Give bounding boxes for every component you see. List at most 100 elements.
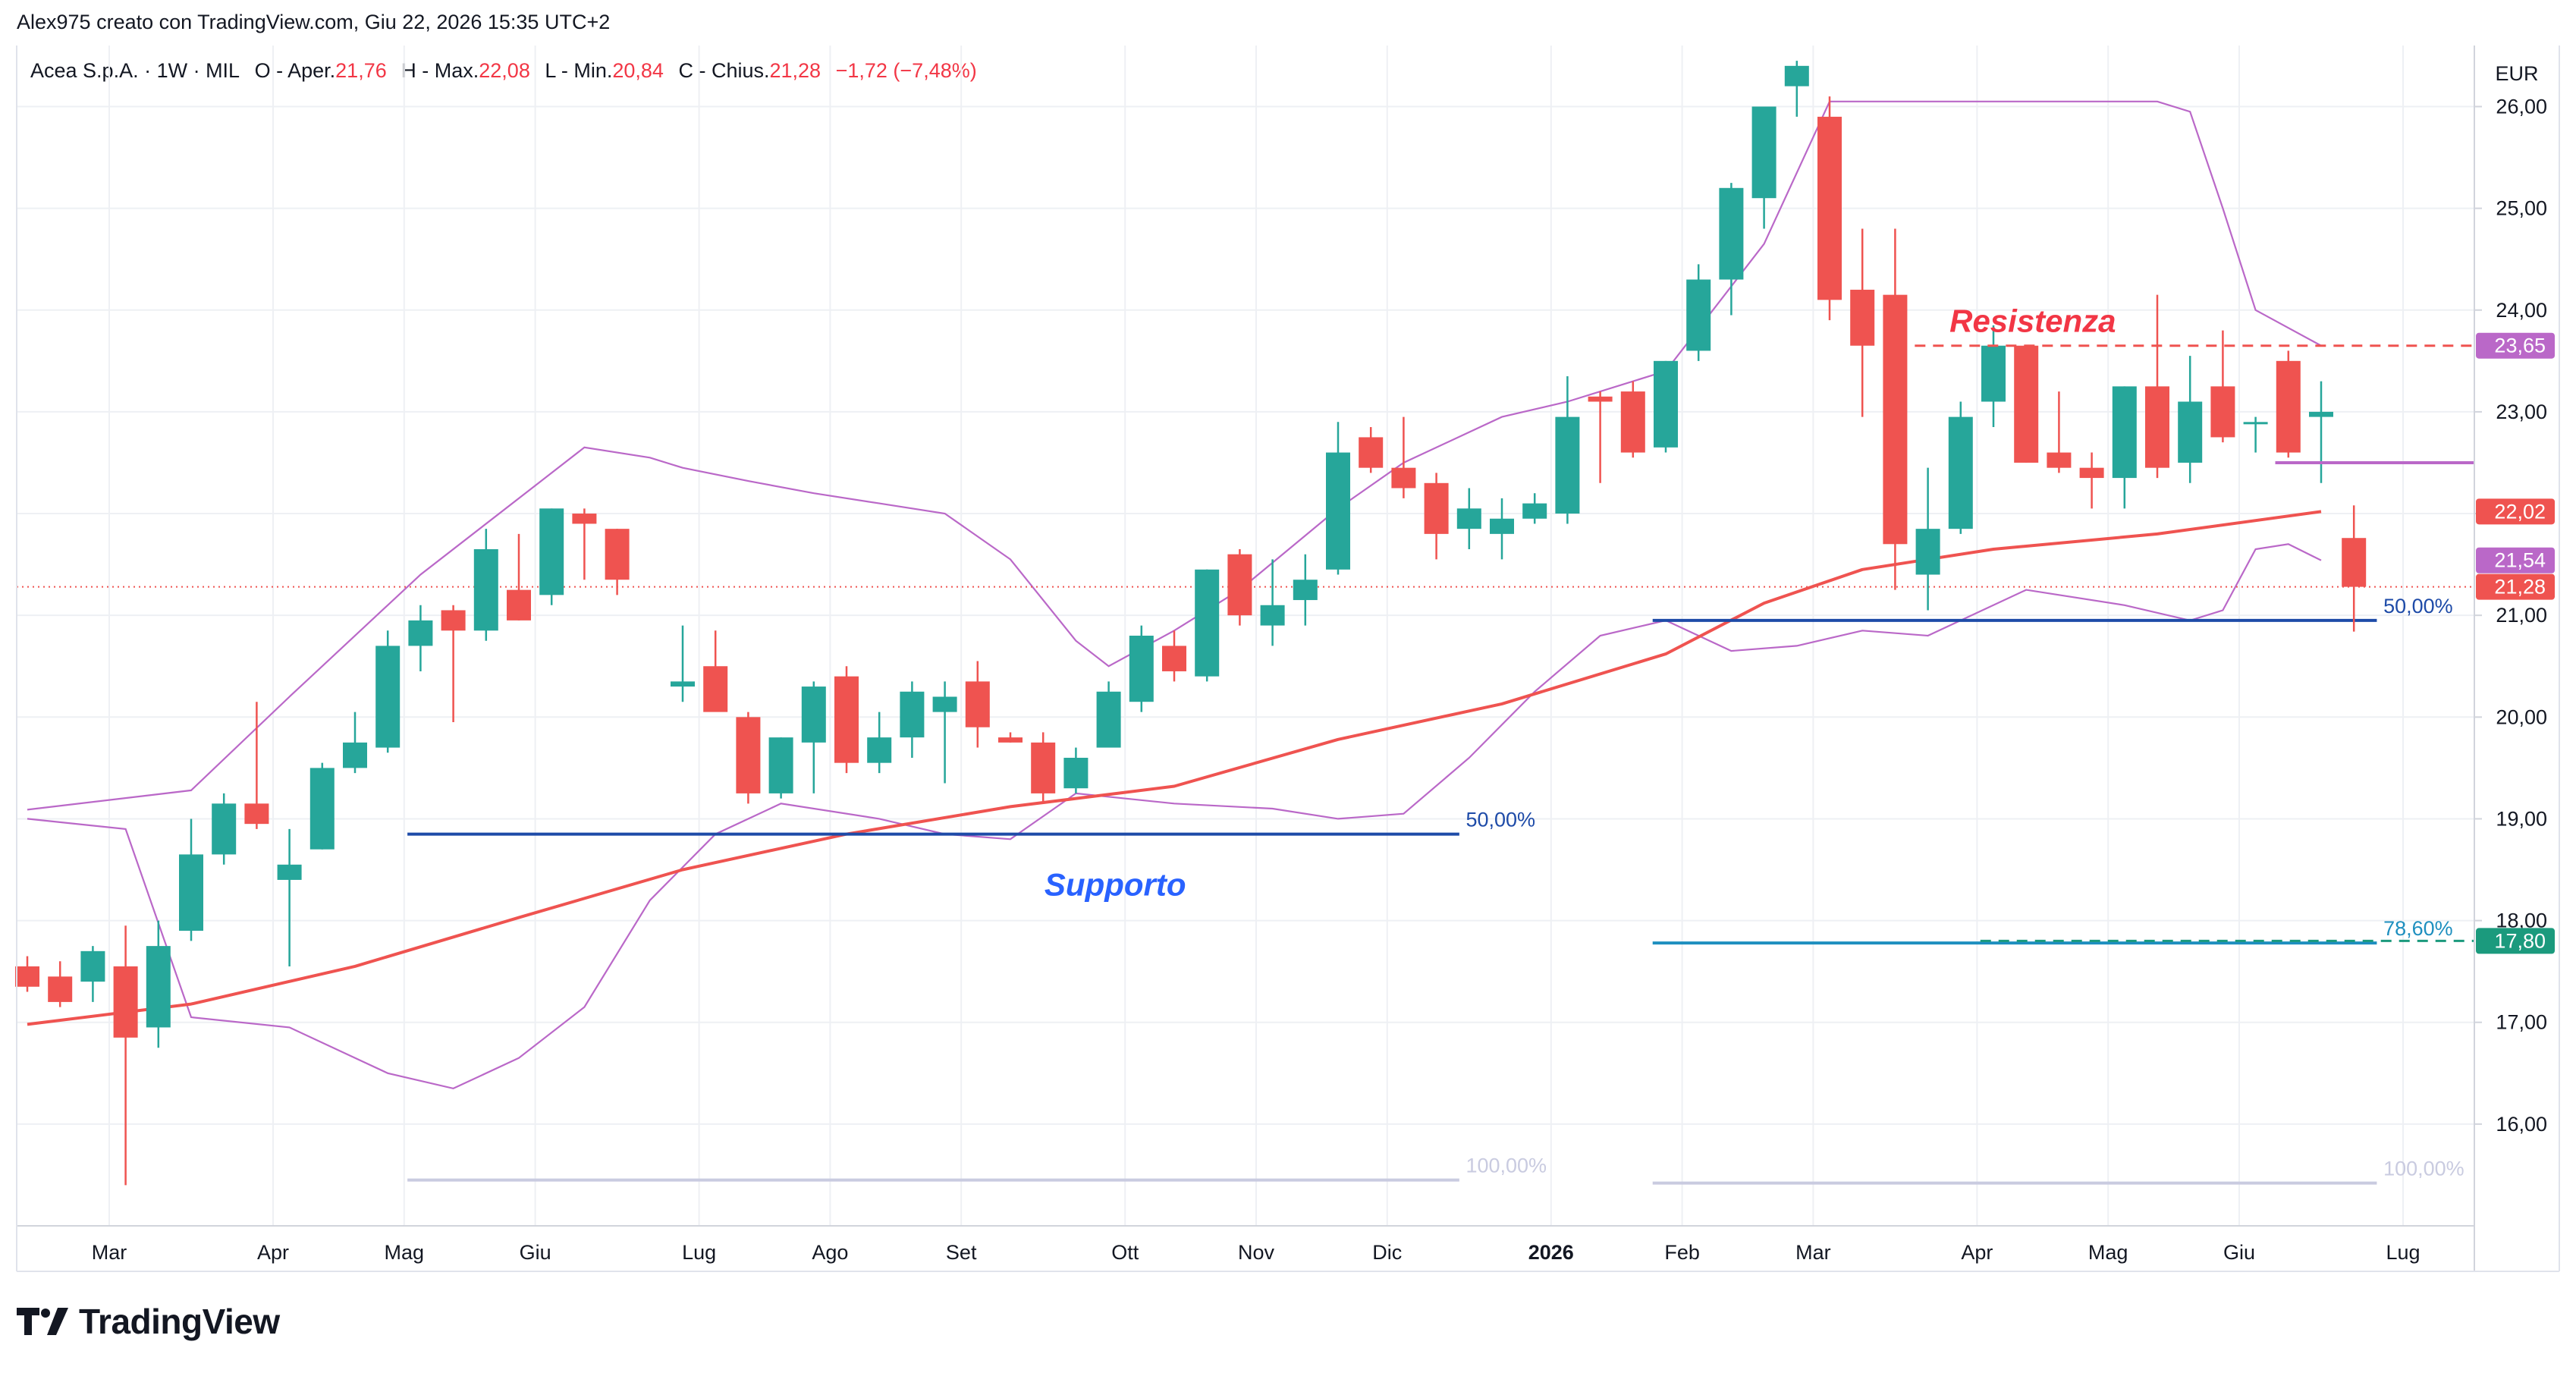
high-label: H - Max. [401, 59, 479, 82]
candle-down [1359, 437, 1384, 468]
candle-up [1195, 569, 1220, 677]
time-tick-label: Giu [520, 1241, 551, 1264]
candle-down [1162, 646, 1186, 671]
low-label: L - Min. [545, 59, 613, 82]
price-tag-label: 22,02 [2494, 500, 2546, 523]
candle-down [244, 803, 269, 825]
candle-down [2014, 345, 2039, 463]
time-tick-label: Giu [2223, 1241, 2255, 1264]
candle-up [1555, 416, 1580, 514]
close-label: C - Chius. [678, 59, 770, 82]
candle-down [113, 966, 138, 1038]
candle-up [1096, 691, 1121, 748]
candle-down [2210, 386, 2235, 438]
price-tick-label: 16,00 [2496, 1113, 2547, 1136]
time-tick-label: 2026 [1528, 1241, 1574, 1264]
candle-up [1490, 518, 1514, 534]
time-tick-label: Apr [1961, 1241, 1993, 1264]
candle-down [15, 966, 39, 987]
candle-up [309, 768, 335, 850]
tradingview-logo-icon [17, 1308, 68, 1335]
price-tag [2476, 547, 2555, 573]
fib-level-label: 78,60% [2383, 917, 2453, 940]
time-tick-label: Dic [1372, 1241, 1402, 1264]
candle-up [1981, 345, 2006, 402]
candle-down [965, 681, 990, 727]
candle-up [408, 620, 433, 646]
candle-up [1293, 580, 1318, 601]
price-tag [2476, 928, 2555, 954]
candle-up [146, 946, 171, 1028]
change-value: −1,72 (−7,48%) [835, 59, 977, 82]
time-tick-label: Nov [1238, 1241, 1275, 1264]
bollinger-lower-line [27, 543, 2322, 1090]
candle-up [900, 691, 925, 738]
candle-down [1227, 554, 1252, 616]
chart-axes: EUR16,0017,0018,0019,0020,0021,0022,0023… [16, 46, 2560, 1272]
price-tag-label: 17,80 [2494, 929, 2546, 952]
candle-down [1031, 742, 1056, 793]
price-tag [2476, 498, 2555, 525]
fibonacci-levels: 50,00% 100,00% 50,00% 78,60% 100,00% [407, 595, 2464, 1185]
candle-up [212, 803, 237, 855]
candle-up [867, 737, 892, 763]
candle-up [1522, 503, 1547, 519]
candle-up [1654, 360, 1678, 448]
candle-down [441, 610, 466, 631]
candle-up [2243, 422, 2268, 425]
time-tick-label: Mag [2088, 1241, 2128, 1264]
low-value: 20,84 [612, 59, 664, 82]
symbol-name[interactable]: Acea S.p.A. · 1W · MIL [30, 59, 240, 82]
candle-down [1424, 482, 1449, 534]
candle-down [703, 666, 728, 712]
candle-up [1686, 279, 1711, 351]
fib-level-label: 50,00% [1465, 809, 1535, 831]
time-tick-label: Ago [812, 1241, 848, 1264]
candle-up [1326, 452, 1350, 570]
candle-up [473, 548, 498, 631]
fib-level-label: 100,00% [2383, 1158, 2464, 1180]
time-tick-label: Mar [92, 1241, 127, 1264]
candle-down [1620, 391, 1645, 453]
candle-down [998, 737, 1023, 743]
tradingview-logo[interactable]: TradingView [17, 1299, 280, 1344]
open-label: O - Aper. [254, 59, 336, 82]
candle-up [1751, 106, 1776, 199]
time-tick-label: Lug [682, 1241, 716, 1264]
symbol-legend: Acea S.p.A. · 1W · MIL O - Aper.21,76 H … [30, 59, 977, 83]
price-chart[interactable]: 50,00% 100,00% 50,00% 78,60% 100,00% Resiste… [0, 0, 2576, 1290]
fib-level-label: 100,00% [1465, 1155, 1547, 1177]
candle-up [801, 686, 826, 743]
close-value: 21,28 [769, 59, 821, 82]
price-tag-label: 23,65 [2494, 335, 2546, 357]
chart-annotations: Resistenza Supporto [1045, 303, 2474, 942]
candle-down [2145, 386, 2169, 468]
candle-down [605, 529, 630, 580]
time-tick-label: Mag [385, 1241, 425, 1264]
price-tag [2476, 332, 2555, 359]
candle-down [2342, 538, 2367, 587]
high-value: 22,08 [479, 59, 530, 82]
candle-up [277, 864, 302, 880]
candle-up [1784, 65, 1809, 86]
currency-label: EUR [2495, 62, 2538, 85]
fib-level-label: 50,00% [2383, 595, 2453, 617]
candle-up [671, 681, 695, 687]
candle-up [80, 950, 105, 982]
candle-up [1129, 636, 1154, 702]
candle-down [736, 717, 761, 793]
candle-down [2047, 452, 2072, 468]
support-note: Supporto [1045, 867, 1186, 903]
candle-up [2178, 401, 2203, 463]
candle-down [1391, 467, 1416, 489]
candle-down [507, 589, 531, 621]
price-tick-label: 20,00 [2496, 705, 2547, 728]
candle-up [375, 646, 401, 748]
candle-down [1588, 396, 1613, 402]
time-tick-label: Set [946, 1241, 977, 1264]
candle-down [1817, 116, 1842, 300]
candle-up [1456, 508, 1481, 529]
candle-down [1850, 289, 1875, 346]
candle-up [1915, 529, 1940, 575]
candle-up [1260, 605, 1285, 626]
